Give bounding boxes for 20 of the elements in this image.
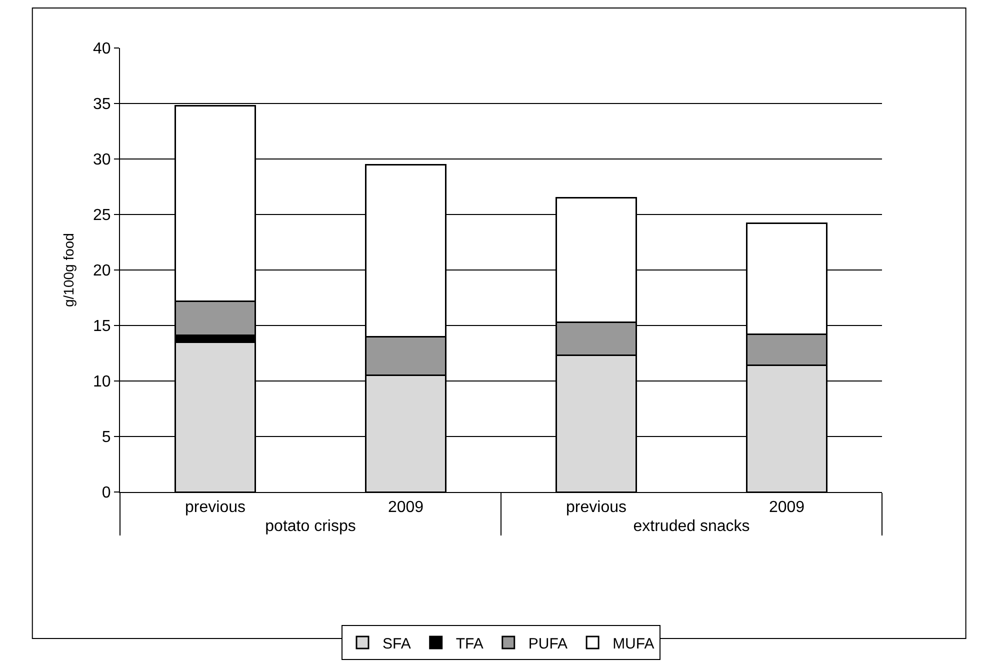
y-tick-label: 15 <box>93 318 111 336</box>
text: extruded snacks <box>633 518 750 536</box>
x-tick-label: previous <box>566 499 626 516</box>
y-tick-label: 20 <box>93 262 111 280</box>
y-tick-label: 30 <box>93 152 111 169</box>
legend-label: MUFA <box>612 635 654 652</box>
x-tick-label: 2009 <box>388 499 424 516</box>
legend-label: SFA <box>382 635 411 652</box>
x-tick-label: previous <box>185 499 246 516</box>
y-tick-label: 25 <box>93 207 111 224</box>
y-tick-label: 40 <box>93 40 111 58</box>
legend-label: TFA <box>456 635 484 652</box>
y-tick-label: 5 <box>102 429 111 446</box>
y-tick-label: 35 <box>93 96 111 114</box>
x-tick-label: 2009 <box>768 499 805 516</box>
y-axis-title: g/100g food <box>60 233 77 307</box>
y-tick-label: 0 <box>102 484 111 502</box>
text: potato crisps <box>265 518 356 536</box>
legend-label: PUFA <box>528 635 568 652</box>
y-tick-label: 10 <box>93 374 111 391</box>
